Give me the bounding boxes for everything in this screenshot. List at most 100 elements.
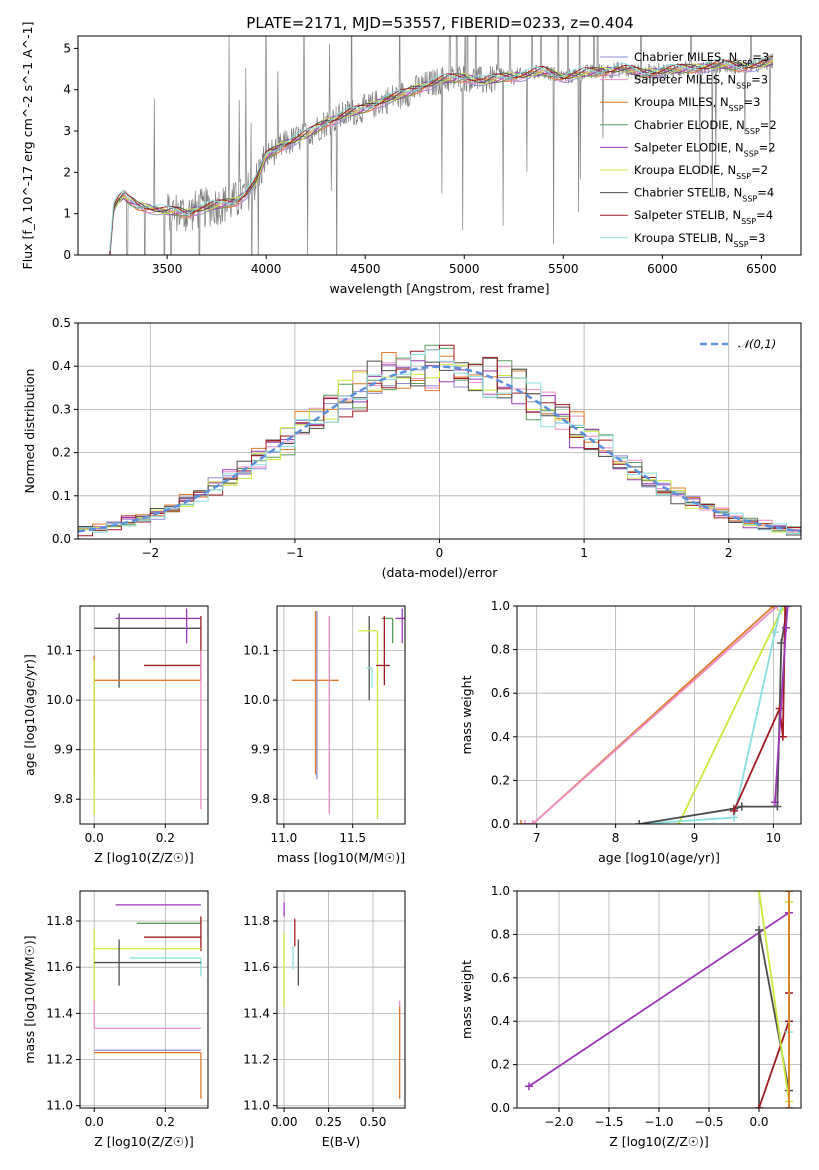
y-tick-label: 11.8 [243,914,270,928]
histogram-salpeter_miles [78,359,801,533]
errorbar-chabrier_stelib [94,613,201,688]
y-tick-label: 0.3 [52,402,71,416]
weight-marker-chabrier_stelib [773,802,782,811]
y-tick-label: 0.2 [52,446,71,460]
y-tick-label: 9.8 [251,792,270,806]
weight-marker-chabrier_stelib [755,926,763,935]
x-axis-label: mass [log10(M/M☉)] [277,850,405,865]
y-tick-label: 11.2 [46,1053,73,1067]
panel-1: 3500 4000 4500 5000 5500 6000 6500 0 1 2 3 4 5 wavele… [20,22,802,296]
y-tick-label: 11.2 [243,1053,270,1067]
weight-marker-salpeter_stelib [781,606,790,610]
model-spectrum-chabrier_stelib [109,56,774,255]
model-spectrum-chabrier_elodie [109,62,773,253]
axes-frame [79,890,209,1109]
x-tick-label: 4500 [350,262,381,276]
x-axis-label: Z [log10(Z/Z☉)] [94,1134,194,1149]
legend: Chabrier MILES, NSSP=3 Salpeter MILES, NS… [600,50,777,248]
legend-label-kroupa_stelib: Kroupa STELIB, NSSP=3 [634,231,765,249]
legend-label-chabrier_miles: Chabrier MILES, NSSP=3 [634,50,769,68]
x-tick-label: 10 [766,831,781,845]
y-tick-label: 10.0 [46,693,73,707]
y-tick-label: 11.4 [243,1006,270,1020]
plot-area [292,608,405,820]
x-tick-label: −0.5 [694,1115,723,1129]
errorbar-salpeter_elodie [395,608,405,644]
weight-marker-kroupa_elodie [755,891,763,895]
weight-marker-salpeter_stelib [729,806,738,815]
x-tick-label: 7 [533,831,541,845]
x-tick-label: 0.2 [156,1115,175,1129]
y-tick-label: 5 [63,41,71,55]
errorbar-salpeter_stelib [144,615,202,681]
weight-marker-kroupa_stelib [770,628,779,637]
x-tick-label: 8 [612,831,620,845]
weight-marker-salpeter_elodie [783,606,792,610]
errorbar-kroupa_elodie [358,630,379,820]
errorbar-kroupa_miles [292,610,339,775]
weight-marker-kroupa_miles [517,820,525,824]
axes-frame [77,35,802,256]
y-axis-label: mass weight [459,675,474,754]
y-tick-label: 10.1 [46,644,73,658]
legend-label-salpeter_miles: Salpeter MILES, NSSP=3 [634,73,768,91]
plot-area [93,904,202,1099]
panel-6: 0.0 0.2 11.0 11.2 11.4 11.6 11.8 Z [log10(Z/Z☉)… [22,890,209,1149]
y-axis-label: Normed distribution [22,369,37,494]
x-tick-label: 0 [436,546,444,560]
x-tick-label: −2.0 [544,1115,573,1129]
errorbar-kroupa_stelib [366,667,373,688]
y-tick-label: 2 [63,165,71,179]
x-tick-label: 0.25 [315,1115,342,1129]
model-spectrum-kroupa_elodie [109,59,774,255]
panel-4: 11.0 11.5 9.8 9.9 10.0 10.1 mass [log10(M/M☉)] [243,605,406,865]
y-tick-label: 9.8 [54,792,73,806]
plot-area [78,344,801,537]
x-tick-label: −1.0 [644,1115,673,1129]
y-tick-label: 11.8 [46,914,73,928]
y-tick-label: 0.0 [491,1101,510,1115]
legend-label-kroupa_miles: Kroupa MILES, NSSP=3 [634,95,760,113]
weight-marker-salpeter_stelib [755,1104,763,1108]
plot-area [517,606,792,824]
weight-marker-salpeter_stelib [778,732,787,741]
x-axis-label: (data-model)/error [382,565,499,580]
y-tick-label: 3 [63,124,71,138]
x-axis-label: Z [log10(Z/Z☉)] [94,850,194,865]
gaussian-curve [78,365,801,533]
y-tick-label: 11.6 [46,960,73,974]
x-tick-label: 0.0 [85,1115,104,1129]
weight-marker-salpeter_elodie [770,798,779,807]
y-tick-label: 10.0 [243,693,270,707]
legend-label-kroupa_elodie: Kroupa ELODIE, NSSP=2 [634,163,768,181]
legend-label-gauss: 𝒩(0,1) [738,337,776,351]
plot-area [109,36,774,255]
x-tick-label: −1.5 [594,1115,623,1129]
figure-title: PLATE=2171, MJD=53557, FIBERID=0233, z=0… [246,14,633,32]
y-tick-label: 1.0 [491,884,510,898]
x-tick-label: −2 [141,546,159,560]
y-tick-label: 10.1 [243,644,270,658]
y-tick-label: 11.0 [243,1099,270,1113]
errorbar-kroupa_elodie [93,930,201,1012]
errorbar-salpeter_miles [93,1000,201,1030]
x-tick-label: 6500 [746,262,777,276]
weight-marker-salpeter_miles [773,606,782,610]
panel-2: −2 −1 0 1 2 0.0 0.1 0.2 0.3 0.4 0.5 (data-model)/er… [22,316,802,580]
errorbar-chabrier_elodie [381,617,394,644]
model-spectrum-kroupa_stelib [109,57,773,251]
weight-marker-salpeter_elodie [525,1082,533,1091]
legend-label-salpeter_stelib: Salpeter STELIB, NSSP=4 [634,208,773,226]
axes-frame [516,605,802,825]
histogram-kroupa_stelib [78,349,801,534]
y-axis-label: mass weight [459,960,474,1039]
y-tick-label: 0.2 [491,773,510,787]
y-tick-label: 0.4 [491,1014,510,1028]
x-tick-label: 0.50 [360,1115,387,1129]
x-axis-label: Z [log10(Z/Z☉)] [609,1134,709,1149]
y-tick-label: 4 [63,83,71,97]
errorbar-kroupa_miles [94,1051,202,1099]
panel-5: 7 8 9 10 0.0 0.2 0.4 0.6 0.8 1.0 age [log10(age/yr… [459,599,802,865]
x-axis-label: E(B-V) [322,1134,361,1149]
